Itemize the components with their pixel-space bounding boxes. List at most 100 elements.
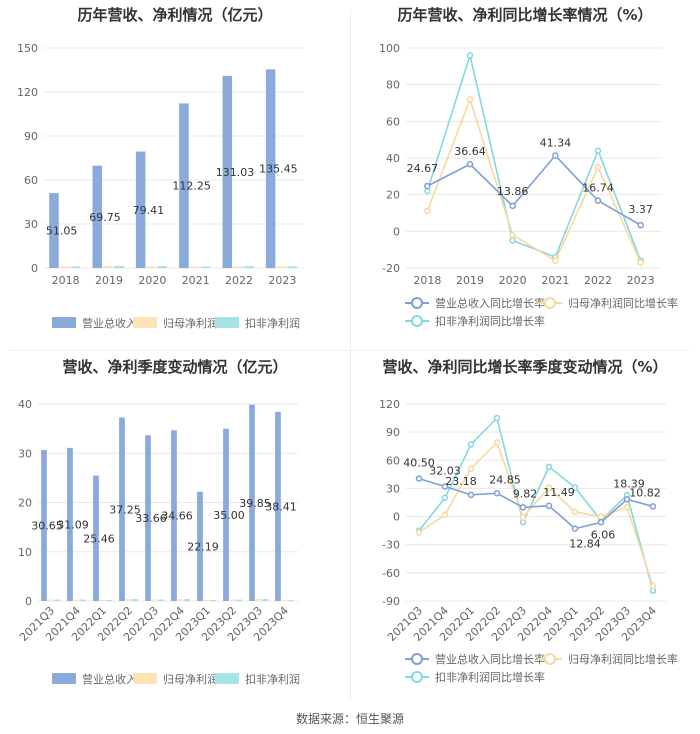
legend-label: 归母净利润 (163, 672, 218, 686)
data-point (623, 496, 631, 503)
y-tick-label: 100 (379, 42, 400, 55)
legend-swatch (133, 673, 157, 684)
chart-title: 营收、净利季度变动情况（亿元） (62, 358, 288, 376)
y-tick-label: 60 (24, 174, 38, 187)
x-tick-label: 2019 (95, 274, 123, 287)
data-point (545, 502, 553, 510)
chart-annual-growth: 历年营收、净利同比增长率情况（%） -20 0 20 40 60 80 100 2018 201… (350, 0, 700, 345)
data-label: 25.46 (83, 532, 115, 545)
bar-deducted-profit (287, 266, 298, 268)
y-tick-label: -20 (382, 262, 400, 275)
data-point (571, 508, 579, 516)
data-label: 131.03 (216, 166, 255, 179)
data-point (467, 441, 475, 448)
bar-revenue (135, 151, 146, 268)
bar-net-profit (47, 599, 54, 601)
vertical-divider (350, 10, 351, 700)
legend-label: 扣非净利润同比增长率 (435, 314, 545, 328)
x-tick-label: 2021 (182, 274, 210, 287)
data-label: 23.18 (445, 475, 477, 488)
data-label: 40.50 (403, 457, 435, 470)
y-tick-label: 10 (18, 546, 32, 559)
data-point (545, 484, 553, 491)
bar-revenue (67, 447, 73, 601)
legend-marker (411, 671, 423, 683)
bar-net-profit (276, 266, 287, 268)
x-tick-label: 2023 (268, 274, 296, 287)
series-line-0 (418, 477, 654, 530)
x-tick-label: 2020 (499, 274, 527, 287)
data-point (509, 237, 516, 244)
data-label: 16.74 (582, 182, 614, 195)
data-label: 30.65 (31, 520, 63, 533)
bar-deducted-profit (132, 599, 138, 601)
chart-annual-revenue: 历年营收、净利情况（亿元） 0 30 60 90 120 150 2018 2019 2020 2… (0, 0, 350, 345)
data-point (509, 231, 516, 239)
legend-label: 营业总收入 (82, 672, 137, 686)
legend-label: 归母净利润同比增长率 (568, 652, 678, 666)
data-point (552, 257, 559, 264)
y-tick-label: 30 (386, 482, 400, 495)
legend-marker (411, 653, 423, 665)
data-point (594, 197, 602, 204)
data-point (649, 503, 657, 510)
bar-deducted-profit (114, 265, 124, 268)
data-point (509, 202, 516, 210)
legend-label: 营业总收入同比增长率 (435, 296, 545, 310)
data-point (441, 511, 449, 518)
legend-label: 归母净利润同比增长率 (568, 296, 678, 310)
bar-revenue (275, 411, 281, 601)
y-tick-label: 0 (31, 262, 38, 275)
horizontal-divider (10, 350, 690, 351)
data-label: 135.45 (259, 163, 298, 176)
data-point (424, 207, 431, 215)
legend-swatch (52, 317, 76, 328)
bar-net-profit (229, 599, 236, 601)
data-point (597, 513, 605, 520)
data-point (466, 52, 474, 59)
data-label: 79.41 (133, 204, 165, 217)
data-label: 24.67 (407, 162, 439, 175)
data-label: 51.05 (46, 225, 78, 238)
data-point (519, 504, 527, 511)
bar-net-profit (255, 599, 262, 601)
data-point (441, 494, 449, 502)
bar-deducted-profit (106, 600, 112, 601)
legend-marker (411, 297, 423, 309)
data-label: 12.84 (569, 538, 601, 551)
y-tick-label: 90 (386, 426, 400, 439)
bar-revenue (93, 475, 99, 601)
data-point (424, 182, 431, 190)
data-label: 33.66 (135, 512, 167, 525)
data-label: 36.64 (454, 145, 486, 158)
data-label: 22.19 (187, 540, 219, 553)
data-point (467, 465, 475, 472)
y-tick-label: 0 (393, 225, 400, 238)
legend-label: 归母净利润 (163, 316, 218, 330)
data-label: 9.82 (513, 487, 538, 500)
bar-deducted-profit (80, 599, 86, 601)
bar-revenue (145, 435, 151, 601)
bar-net-profit (73, 599, 80, 601)
data-point (637, 221, 644, 229)
bar-revenue (49, 193, 59, 268)
y-tick-label: 80 (386, 79, 400, 92)
legend-swatch (215, 317, 239, 328)
data-point (415, 529, 423, 536)
y-tick-label: 60 (386, 454, 400, 467)
y-tick-label: -30 (382, 539, 400, 552)
legend-swatch (133, 317, 157, 328)
data-point (493, 490, 501, 497)
bar-net-profit (190, 266, 200, 268)
bar-revenue (223, 428, 229, 601)
y-tick-label: -90 (382, 595, 400, 608)
chart-quarterly-growth: 营收、净利同比增长率季度变动情况（%） -90 -60 -30 0 30 60 90 120 2… (350, 350, 700, 700)
bar-revenue (249, 404, 255, 601)
x-tick-label: 2018 (52, 274, 80, 287)
y-tick-label: 40 (386, 152, 400, 165)
x-tick-label: 2018 (413, 274, 441, 287)
data-label: 112.25 (172, 180, 211, 193)
chart-title: 营收、净利同比增长率季度变动情况（%） (382, 358, 668, 376)
data-point (466, 160, 474, 168)
series-line-2 (418, 416, 654, 591)
